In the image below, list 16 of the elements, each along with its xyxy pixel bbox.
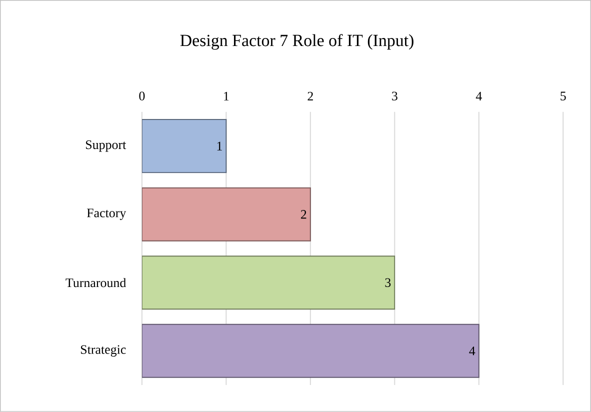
x-tick-label: 4 (476, 92, 482, 100)
x-tick-label: 2 (308, 92, 313, 100)
bar (142, 119, 227, 174)
chart-title: Design Factor 7 Role of IT (Input) (180, 34, 414, 50)
y-tick-label: Support (86, 140, 126, 152)
data-label: 1 (217, 142, 222, 150)
x-tick-label: 1 (224, 92, 229, 100)
y-tick-label: Turnaround (66, 278, 126, 288)
x-tick-label: 5 (560, 92, 566, 100)
x-tick-label: 0 (139, 92, 145, 100)
y-tick-label: Strategic (80, 345, 126, 357)
data-label: 2 (300, 210, 306, 219)
x-tick-label: 3 (392, 92, 398, 100)
y-tick-label: Factory (86, 208, 126, 220)
data-label: 3 (385, 278, 391, 288)
data-label: 4 (469, 346, 476, 356)
